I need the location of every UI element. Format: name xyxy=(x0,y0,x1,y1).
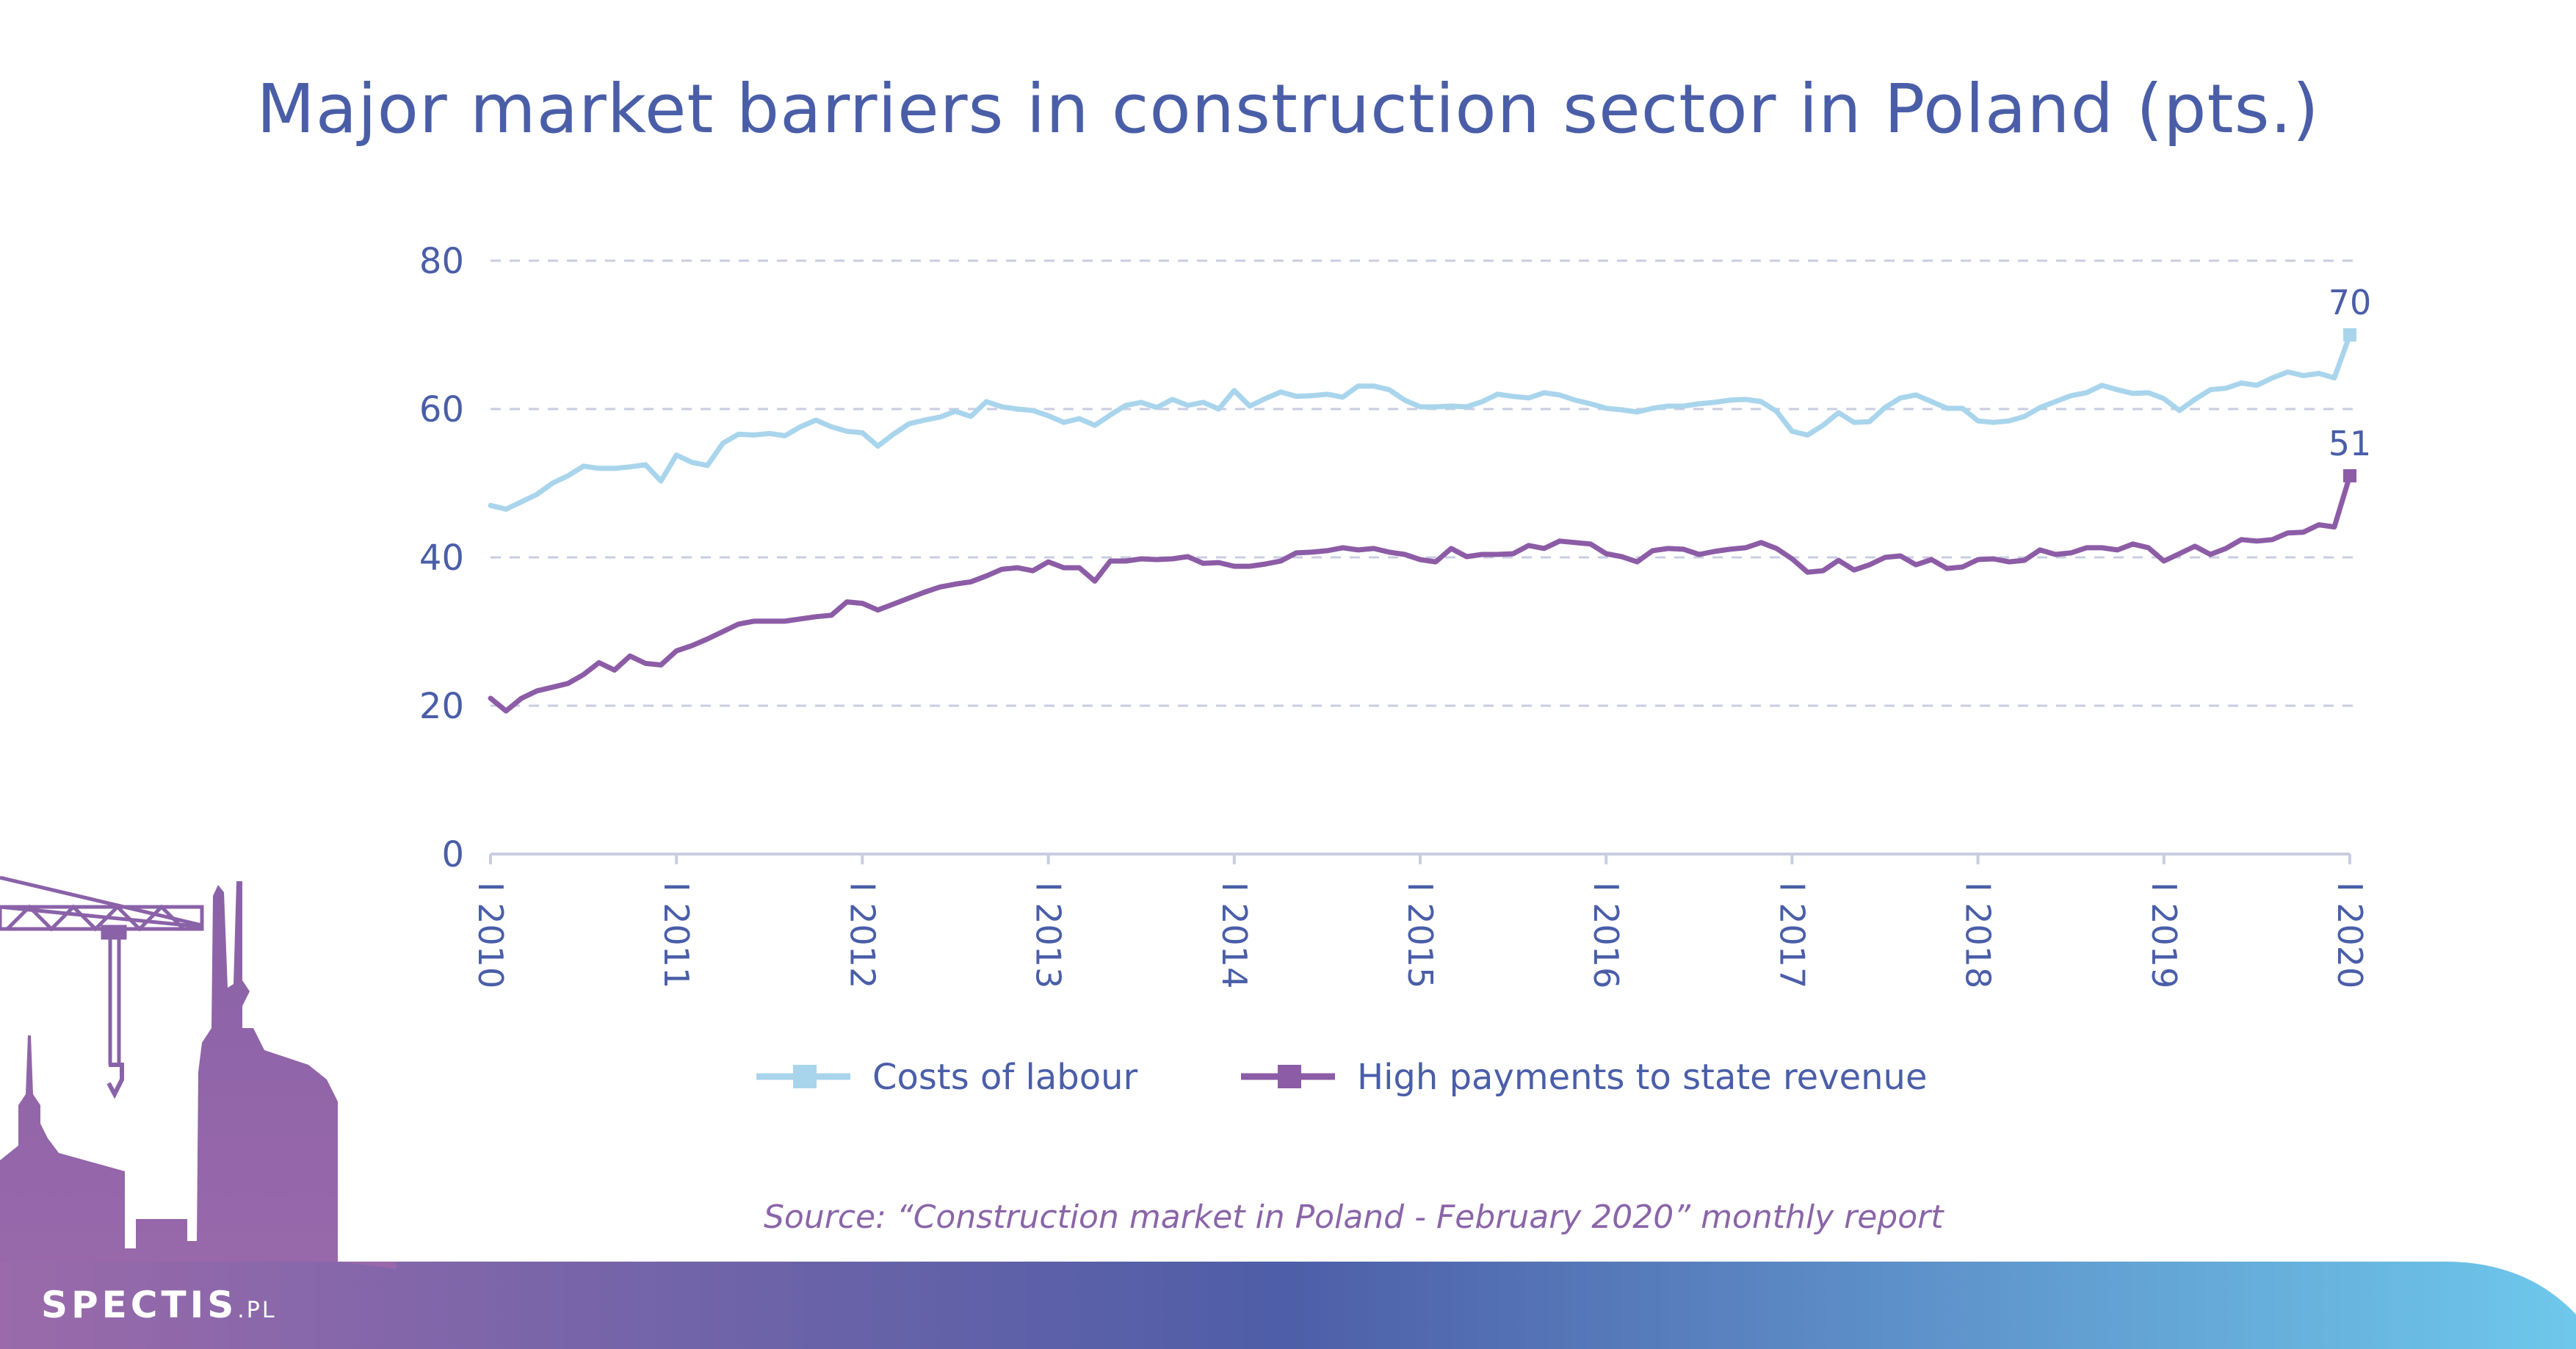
series-line-0 xyxy=(488,332,2353,512)
legend-label: Costs of labour xyxy=(872,1057,1138,1098)
x-tick-label: I 2010 xyxy=(471,882,510,988)
y-axis-ticks: 0 20 40 60 80 xyxy=(419,241,464,875)
bottom-gradient-band xyxy=(0,1262,2576,1349)
legend-label: High payments to state revenue xyxy=(1357,1057,1927,1098)
chart-title: Major market barriers in construction se… xyxy=(256,70,2320,148)
series-lines: 70 51 xyxy=(488,283,2372,714)
brand-suffix: .PL xyxy=(237,1298,277,1323)
skyline-silhouette xyxy=(0,881,397,1269)
y-tick-label: 0 xyxy=(441,834,464,875)
data-label-1: 51 xyxy=(2329,424,2372,463)
series-end-marker-0 xyxy=(2343,328,2356,341)
x-tick-label: I 2020 xyxy=(2330,882,2370,988)
y-tick-label: 60 xyxy=(419,389,464,430)
x-tick-label: I 2012 xyxy=(842,882,882,988)
x-tick-label: I 2014 xyxy=(1215,882,1254,988)
source-note: Source: “Construction market in Poland -… xyxy=(764,1198,1944,1236)
x-tick-label: I 2018 xyxy=(1958,882,1998,988)
x-tick-label: I 2011 xyxy=(656,882,696,988)
brand-logo: SPECTIS.PL xyxy=(41,1284,277,1326)
x-tick-label: I 2017 xyxy=(1772,882,1812,988)
x-axis-ticks: I 2010 I 2011 I 2012 I 2013 I 2014 I 2015 I 20… xyxy=(471,854,2370,988)
series-end-marker-1 xyxy=(2343,469,2356,482)
y-tick-label: 40 xyxy=(419,538,464,579)
y-tick-label: 80 xyxy=(419,241,464,282)
legend-swatch-marker xyxy=(793,1065,817,1088)
gridlines xyxy=(491,259,2357,707)
series-line-1 xyxy=(488,473,2353,714)
legend: Costs of labour High payments to state re… xyxy=(756,1057,1927,1098)
x-tick-label: I 2015 xyxy=(1400,882,1440,988)
y-tick-label: 20 xyxy=(419,686,464,727)
x-tick-label: I 2019 xyxy=(2144,882,2184,988)
x-tick-label: I 2016 xyxy=(1586,882,1626,988)
brand-name: SPECTIS xyxy=(41,1284,238,1326)
data-label-0: 70 xyxy=(2329,283,2372,322)
crane-icon xyxy=(0,875,204,1099)
x-tick-label: I 2013 xyxy=(1029,882,1068,988)
legend-swatch-marker xyxy=(1278,1065,1301,1088)
